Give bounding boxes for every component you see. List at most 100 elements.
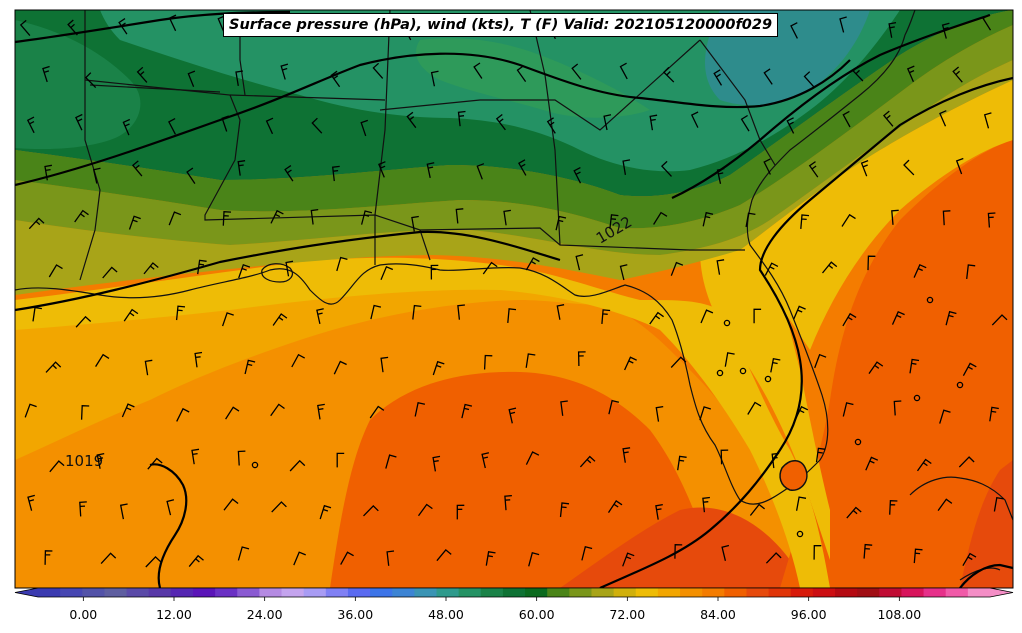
wind-barb	[982, 14, 992, 31]
wind-barb	[223, 498, 239, 511]
wind-barb	[293, 551, 306, 566]
wind-barb	[889, 500, 898, 515]
wind-barb	[272, 313, 288, 326]
wind-barb	[280, 63, 289, 80]
isobar-1022	[15, 230, 561, 312]
colorbar-swatch	[569, 588, 593, 597]
wind-barb	[75, 113, 83, 131]
wind-barb	[455, 208, 464, 224]
wind-barb	[771, 452, 780, 469]
wind-barb	[378, 161, 386, 178]
colorbar-swatch	[702, 588, 725, 597]
colorbar-tick-label: 36.00	[337, 607, 373, 622]
wind-barb	[412, 304, 422, 320]
wind-barb	[607, 499, 623, 513]
wind-barb	[893, 400, 902, 416]
wind-barb	[191, 448, 200, 465]
temp-band-green-light	[416, 38, 650, 118]
wind-barb	[622, 447, 631, 463]
wind-barb	[476, 163, 485, 180]
wind-barb	[188, 554, 204, 568]
colorbar-tick-label: 12.00	[156, 607, 192, 622]
wind-barb	[430, 264, 439, 280]
colorbar-swatch	[392, 588, 415, 597]
colorbar-tick-label: 60.00	[519, 607, 555, 622]
wind-barb	[145, 555, 162, 568]
cuba-coast	[909, 476, 1013, 521]
temp-band-orange-red-east	[780, 140, 1013, 588]
wind-barb	[649, 114, 658, 131]
colorbar-swatch	[82, 588, 106, 597]
wind-barb	[340, 551, 354, 565]
temp-band-green-west	[15, 20, 141, 150]
wind-barb	[903, 159, 915, 176]
colorbar-swatch	[458, 588, 482, 597]
wind-barb	[244, 359, 256, 375]
calm-wind-circle	[716, 369, 724, 377]
wind-barb	[118, 18, 128, 35]
colorbar-tick-label: 84.00	[700, 607, 736, 622]
wind-barb	[622, 159, 631, 176]
colorbar-swatch	[215, 588, 238, 597]
temp-band-red-orange-south	[560, 507, 800, 588]
colorbar-swatch	[680, 588, 703, 597]
colorbar-swatch	[967, 588, 991, 597]
wind-barb	[939, 110, 947, 127]
wind-barb	[386, 550, 395, 566]
wind-barb	[813, 544, 822, 560]
wind-barb	[80, 405, 90, 420]
wind-barb	[770, 357, 781, 373]
wind-barb	[96, 452, 105, 469]
wind-barb	[44, 164, 53, 181]
wind-barb	[655, 405, 664, 422]
colorbar-swatch	[613, 588, 637, 597]
state-border-9	[379, 39, 701, 131]
wind-barb	[575, 254, 584, 271]
colorbar-swatch	[945, 588, 969, 597]
wind-barb	[503, 209, 511, 226]
colorbar-swatch	[923, 588, 947, 597]
wind-barb	[790, 22, 798, 39]
wind-barb	[716, 259, 725, 275]
wind-barb	[839, 16, 847, 33]
wind-barb	[913, 548, 923, 564]
colorbar-ticks: 0.00 12.00 24.00 36.00 48.00 60.00 72.00 84.00 9…	[69, 597, 921, 622]
calm-wind-circle	[723, 319, 731, 327]
wind-barb	[841, 213, 856, 227]
wind-barb	[556, 304, 565, 320]
wind-barb	[319, 504, 332, 520]
wind-barb	[860, 159, 869, 177]
wind-barb	[481, 452, 490, 469]
temp-band-orange-red-gulf	[330, 371, 720, 588]
wind-barb	[457, 304, 465, 320]
wind-barb	[221, 115, 230, 132]
calm-wind-circle	[251, 461, 259, 469]
wind-barb	[937, 498, 953, 511]
wind-barb	[237, 450, 246, 466]
wind-barb	[271, 501, 287, 513]
wind-barb	[289, 459, 306, 472]
temp-band-yellow-olive	[15, 60, 1013, 295]
wind-barb	[507, 308, 517, 323]
colorbar-swatch	[790, 588, 814, 597]
colorbar-swatch	[635, 588, 659, 597]
colorbar-extend-high	[990, 588, 1013, 597]
isobar-mid-florida	[599, 76, 1013, 588]
wind-barb	[372, 62, 384, 79]
isobar-southeast	[959, 563, 1013, 588]
wind-barb	[852, 65, 864, 82]
wind-barb	[962, 552, 977, 567]
wind-barb	[803, 71, 815, 88]
wind-barb	[581, 546, 593, 561]
colorbar-swatch	[657, 588, 681, 597]
colorbar-swatch	[237, 588, 260, 597]
state-border-8	[419, 229, 431, 261]
wind-barb	[670, 356, 687, 368]
wind-barb	[891, 209, 899, 225]
wind-barb	[131, 160, 143, 177]
contour-label-1019: 1019	[65, 452, 103, 470]
wind-barb	[674, 544, 683, 559]
colorbar-swatch	[192, 588, 216, 597]
wind-barb	[555, 215, 567, 231]
wind-barb	[336, 256, 348, 272]
